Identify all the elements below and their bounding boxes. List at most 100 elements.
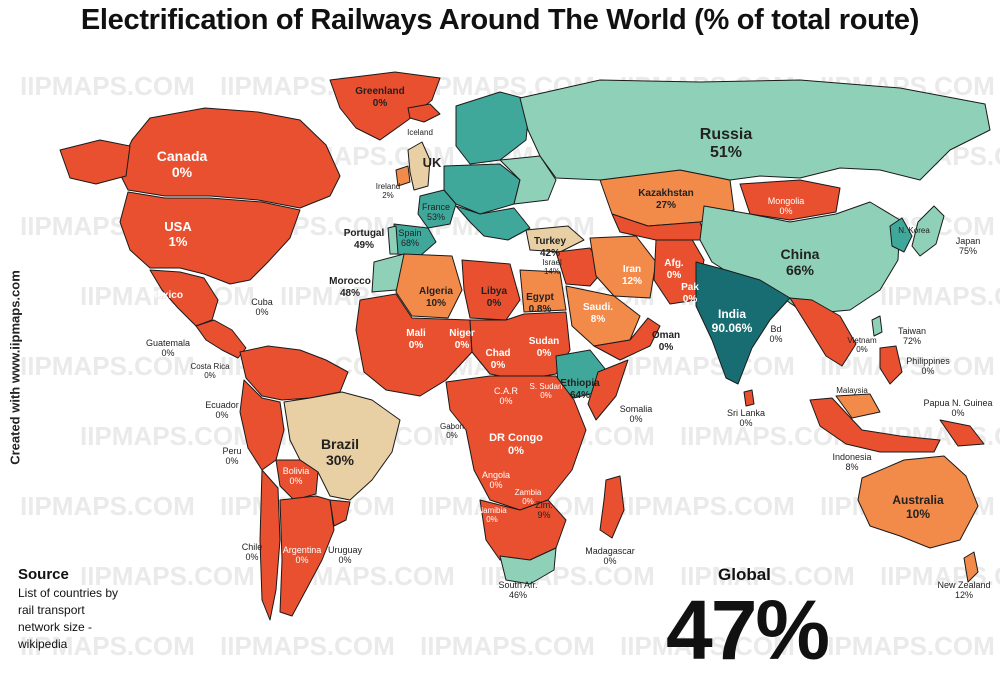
country-value: 46% [508,590,527,601]
region-australia[interactable] [857,455,979,549]
region-italy-balkans[interactable] [455,205,531,241]
country-name: Ireland [375,182,401,191]
country-name: Costa Rica [190,362,230,371]
country-value: 9% [537,510,551,521]
region-usa[interactable] [119,191,301,285]
country-name: Indonesia [832,452,872,462]
region-chile[interactable] [259,469,281,621]
region-portugal[interactable] [387,225,399,255]
country-value: 0% [603,556,617,567]
region-indonesia[interactable] [809,397,941,453]
region-philippines[interactable] [879,345,903,385]
watermark-text: IIPMAPS.COM [620,631,795,661]
country-name: Afg. [664,258,684,269]
country-value: 2% [382,191,394,201]
watermark-text: IIPMAPS.COM [620,491,795,521]
country-label: Kazakhstan 27% [638,188,694,211]
region-oman-yemen[interactable] [593,317,661,361]
region-uk[interactable] [407,141,431,191]
country-value: 0% [739,418,753,429]
country-label: N. Korea [898,226,930,235]
country-name: Niger [449,328,475,339]
country-name: Mali [406,328,426,339]
country-name: Brazil [320,436,360,452]
region-india[interactable] [695,261,791,385]
country-label: Japan 75% [956,236,981,257]
country-value: 0% [629,414,643,425]
global-value: 47% [666,583,830,677]
country-value: 0% [540,391,552,401]
country-value: 1% [168,233,188,249]
country-label: S. Sudan 0% [530,382,563,400]
region-west-africa[interactable] [355,293,473,397]
country-value: 0% [289,476,303,487]
country-label: Pak 0% [681,282,699,305]
region-somalia[interactable] [587,359,629,421]
country-label: Sri Lanka 0% [727,408,765,429]
country-name: Taiwan [897,326,927,336]
region-egypt[interactable] [519,269,567,313]
region-madagascar[interactable] [599,475,625,539]
region-middle-east[interactable] [555,247,605,287]
region-scandinavia[interactable] [455,91,531,165]
region-uruguay[interactable] [329,499,351,527]
country-label: New Zealand 12% [937,580,990,601]
country-value: 0% [489,480,503,491]
country-name: Philippines [906,356,950,366]
global-label: Global [718,565,771,584]
region-russia[interactable] [519,79,991,181]
country-name: Zim. [535,500,553,510]
country-label: Israel 14% [542,258,562,276]
region-png[interactable] [939,419,985,447]
country-label: Madagascar 0% [585,546,635,567]
country-value: 48% [339,287,361,299]
country-label: Bolivia 0% [283,466,310,487]
watermark-text: IIPMAPS.COM [620,351,795,381]
watermark-text: IIPMAPS.COM [820,631,995,661]
country-label: USA 1% [164,219,191,250]
country-value: 0% [408,339,424,351]
country-name: DR Congo [489,432,543,444]
country-value: 0% [446,431,458,441]
region-turkey[interactable] [525,225,585,253]
region-new-zealand[interactable] [963,551,979,583]
region-iceland[interactable] [407,103,441,123]
region-ireland[interactable] [395,165,411,187]
country-name: Saudi. [582,302,614,313]
country-value: 0% [215,410,229,421]
region-canada[interactable] [117,107,341,209]
country-name: New Zealand [937,580,991,590]
region-argentina[interactable] [279,495,335,617]
country-label: Malaysia [836,386,868,395]
region-algeria[interactable] [395,253,463,319]
country-name: Iceland [407,128,433,137]
country-value: 27% [655,199,677,211]
country-label: Cuba 0% [251,297,273,318]
region-greenland[interactable] [329,71,441,141]
country-label: Ecuador 0% [205,400,239,421]
country-name: Morocco [329,276,371,287]
region-central-europe[interactable] [443,163,521,215]
country-value: 0% [522,497,534,507]
country-label: Angola 0% [482,470,510,491]
region-mexico[interactable] [149,269,219,327]
country-name: Chad [485,348,511,359]
country-value: 66% [785,262,815,279]
region-southeast-asia[interactable] [789,297,857,367]
region-japan[interactable] [911,205,945,257]
region-south-africa[interactable] [499,547,557,585]
region-taiwan[interactable] [871,315,883,337]
region-malaysia[interactable] [835,393,881,419]
country-label: Somalia 0% [620,404,653,425]
country-name: Oman [651,330,681,341]
map-title: Electrification of Railways Around The W… [80,4,920,36]
region-korea-japan[interactable] [889,217,913,253]
country-label: China 66% [781,246,820,278]
country-name: Algeria [419,286,453,297]
region-sri-lanka[interactable] [743,389,755,407]
country-name: Turkey [533,236,567,247]
country-name: Russia [699,126,753,143]
region-bolivia[interactable] [275,459,319,501]
country-value: 0% [490,359,506,371]
region-alaska[interactable] [59,139,131,185]
